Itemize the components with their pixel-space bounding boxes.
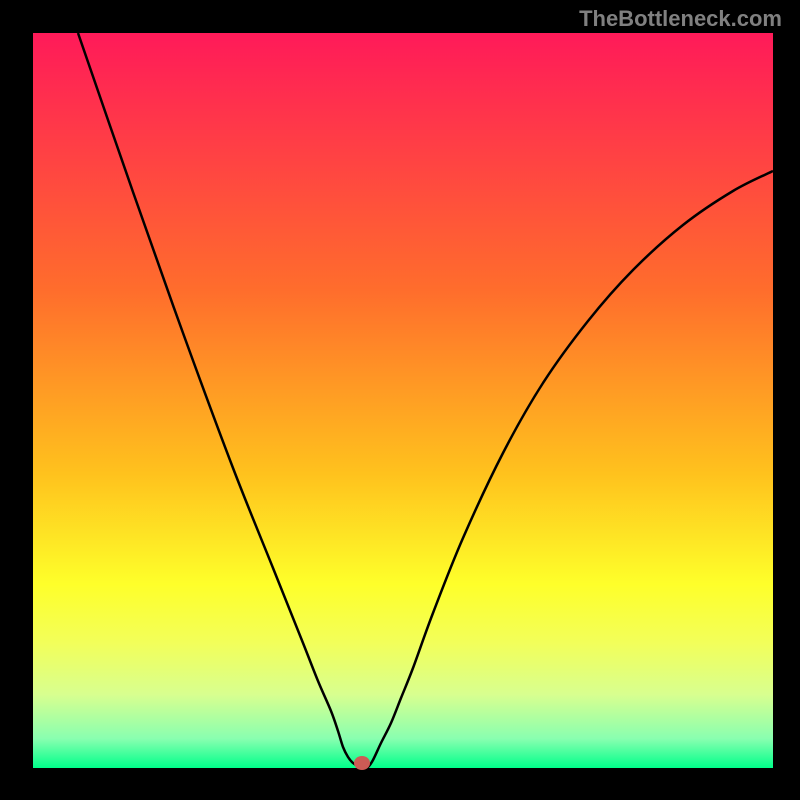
chart-curves <box>33 33 773 768</box>
curve-right-branch <box>363 171 773 768</box>
chart-plot-area <box>33 33 773 768</box>
watermark-text: TheBottleneck.com <box>579 6 782 32</box>
vertex-marker <box>354 756 370 770</box>
curve-left-branch <box>78 33 363 768</box>
